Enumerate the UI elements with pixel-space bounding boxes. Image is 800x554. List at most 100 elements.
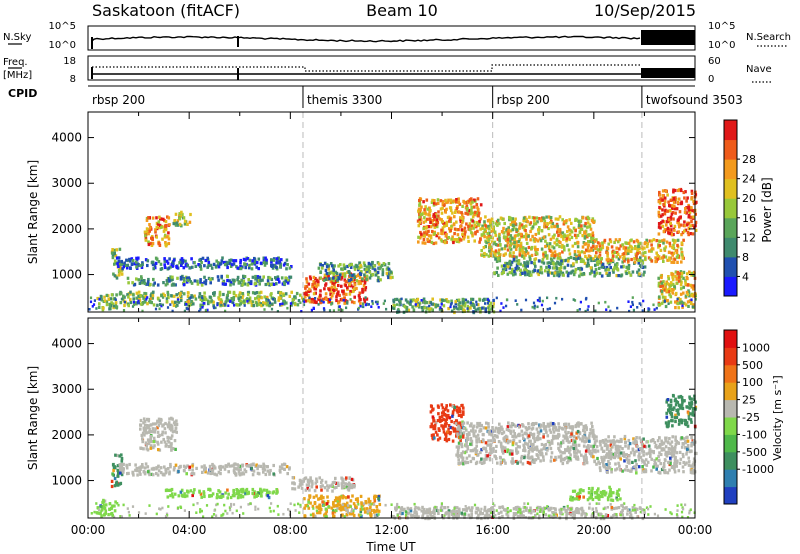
echo-cell (565, 239, 568, 243)
echo-cell (642, 273, 645, 277)
echo-cell (345, 513, 349, 517)
echo-cell (663, 299, 666, 303)
echo-cell (314, 281, 317, 285)
echo-cell (103, 295, 106, 299)
echo-cell (673, 207, 677, 211)
echo-cell (675, 207, 679, 211)
echo-cell (440, 424, 443, 428)
echo-cell (476, 229, 479, 233)
echo-cell (547, 233, 551, 237)
nsearch-label: N.Search (746, 32, 791, 43)
echo-cell (249, 281, 253, 286)
echo-cell (481, 306, 484, 310)
echo-cell (115, 480, 118, 484)
echo-cell (525, 234, 528, 238)
echo-cell (320, 478, 324, 482)
echo-cell (211, 462, 214, 467)
echo-cell (179, 291, 182, 295)
echo-cell (178, 217, 182, 221)
echo-cell (519, 460, 522, 464)
echo-cell (664, 208, 667, 212)
cpid-panel: CPID rbsp 200 themis 3300 rbsp 200 twofsoun… (8, 85, 743, 108)
echo-cell (111, 256, 115, 260)
echo-cell (579, 437, 582, 441)
echo-cell (162, 473, 165, 477)
echo-cell (232, 278, 236, 282)
echo-cell (93, 299, 96, 302)
echo-cell (561, 250, 564, 254)
echo-cell (191, 295, 194, 299)
echo-cell (113, 465, 117, 469)
power-panel-bg (88, 112, 695, 312)
echo-cell (449, 425, 453, 430)
echo-cell (593, 440, 597, 444)
echo-cell (516, 433, 520, 437)
echo-cell (167, 237, 171, 241)
echo-cell (194, 297, 198, 301)
echo-cell (144, 236, 148, 240)
echo-cell (518, 251, 522, 255)
echo-cell (171, 430, 175, 434)
echo-cell (109, 297, 112, 301)
echo-cell (609, 260, 612, 264)
echo-cell (672, 243, 675, 247)
power-boundary-lines (302, 112, 643, 312)
echo-cell (348, 282, 351, 286)
echo-cell (137, 301, 140, 305)
echo-cell (468, 306, 471, 310)
echo-cell (250, 267, 254, 271)
echo-cell (150, 423, 153, 427)
echo-cell (212, 306, 216, 310)
echo-cell (526, 272, 530, 277)
echo-cell (441, 298, 444, 302)
echo-cell (243, 262, 246, 266)
echo-cell (310, 480, 314, 484)
echo-cell (442, 304, 446, 308)
echo-cell (662, 259, 665, 263)
echo-cell (335, 485, 338, 489)
echo-cell (544, 239, 547, 243)
echo-cell (562, 222, 566, 226)
echo-cell (418, 217, 421, 221)
echo-cell (122, 467, 125, 471)
echo-cell (473, 213, 476, 217)
echo-cell (371, 300, 374, 303)
echo-cell (496, 237, 500, 241)
echo-cell (530, 433, 533, 437)
echo-cell (304, 286, 307, 290)
echo-cell (512, 251, 515, 255)
echo-cell (666, 228, 670, 232)
echo-cell (541, 258, 545, 262)
echo-cell (457, 298, 461, 302)
echo-cell (641, 265, 645, 269)
echo-cell (288, 294, 292, 298)
echo-cell (663, 247, 666, 251)
echo-cell (456, 307, 459, 311)
echo-cell (283, 281, 286, 285)
velocity-panel-bg (88, 318, 695, 518)
echo-cell (489, 251, 493, 255)
echo-cell (453, 305, 456, 308)
echo-cell (279, 265, 282, 269)
echo-cell (281, 282, 285, 286)
echo-cell (552, 427, 555, 431)
echo-cell (445, 240, 448, 244)
echo-cell (257, 279, 261, 283)
echo-cell (167, 216, 171, 220)
echo-cell (514, 266, 517, 271)
echo-cell (181, 212, 184, 216)
echo-cell (443, 224, 446, 228)
echo-cell (345, 504, 348, 508)
echo-cell (498, 236, 501, 240)
echo-cell (143, 423, 147, 427)
echo-cell (115, 248, 119, 252)
echo-cell (350, 262, 353, 267)
echo-cell (437, 236, 441, 240)
echo-cell (220, 259, 224, 263)
echo-cell (545, 225, 548, 229)
echo-cell (123, 261, 126, 265)
echo-cell (608, 271, 611, 275)
echo-cell (387, 275, 390, 280)
echo-cell (211, 492, 215, 496)
echo-cell (475, 444, 478, 448)
